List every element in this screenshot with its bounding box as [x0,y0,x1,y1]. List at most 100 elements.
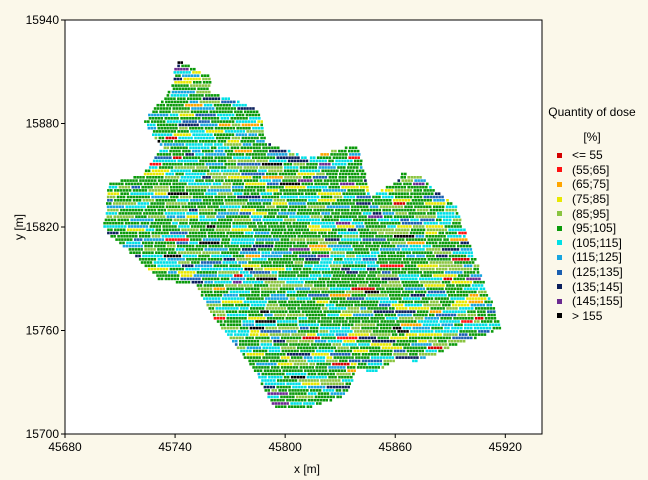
data-point [368,339,371,343]
data-point [413,267,416,271]
data-point [428,323,432,327]
data-point [410,274,414,277]
data-point [282,287,286,291]
data-point [226,317,230,320]
data-point [157,248,160,251]
data-point [353,218,356,222]
data-point [445,310,449,313]
data-point [298,267,302,271]
data-point [413,287,417,291]
data-point [325,389,329,392]
data-point [264,244,268,248]
data-point [397,248,401,251]
data-point [244,310,248,313]
data-point [321,297,324,300]
data-point [358,244,361,248]
data-point [426,336,430,340]
data-point [162,215,166,218]
data-point [278,405,281,408]
data-point [293,244,296,248]
data-point [453,277,457,281]
data-point [211,274,214,277]
data-point [293,326,296,330]
data-point [347,323,351,327]
data-point [282,294,286,297]
data-point [297,303,300,307]
data-point [384,303,388,307]
data-point [347,277,350,281]
data-point [244,248,248,251]
data-point [428,244,431,248]
data-point [424,251,427,254]
data-point [490,310,493,313]
data-point [325,208,328,212]
data-point [191,280,195,284]
data-point [393,346,397,350]
data-point [318,389,322,392]
data-point [316,382,320,386]
data-point [376,359,380,363]
data-point [414,297,418,300]
data-point [245,307,249,310]
data-point [171,205,175,209]
data-point [467,284,471,287]
data-point [423,221,427,225]
data-point [354,359,358,363]
data-point [291,300,294,304]
data-point [339,339,343,343]
data-point [341,287,345,291]
data-point [329,205,333,209]
data-point [361,313,365,317]
data-point [165,274,168,277]
data-point [202,218,205,222]
data-point [351,326,354,330]
data-point [345,264,349,268]
data-point [344,267,347,271]
data-point [159,267,163,271]
data-point [473,310,476,313]
data-point [386,221,389,225]
data-point [317,336,320,340]
data-point [342,320,345,323]
data-point [321,303,325,307]
data-point [410,300,413,304]
data-point [232,323,236,327]
data-point [432,287,435,291]
data-point [326,356,330,359]
data-point [268,277,271,281]
data-point [429,261,433,264]
data-point [362,254,365,258]
data-point [448,271,451,274]
data-point [232,258,235,261]
data-point [334,277,337,281]
data-point [295,366,299,369]
data-point [262,317,266,320]
data-point [405,290,408,294]
data-point [393,218,397,222]
data-point [134,231,138,235]
data-point [253,264,257,268]
data-point [272,303,276,307]
data-point [292,339,295,343]
data-point [147,264,151,268]
data-point [288,267,292,271]
data-point [443,235,446,238]
data-point [272,261,276,264]
data-point [373,307,376,310]
data-point [105,212,109,215]
data-point [350,323,354,327]
data-point [434,330,438,333]
data-point [397,313,401,317]
data-point [284,356,287,359]
data-point [282,320,286,323]
data-point [284,326,287,330]
data-point [385,205,389,209]
data-point [333,218,336,222]
data-point [179,215,183,218]
data-point [460,228,463,232]
data-point [211,228,215,232]
data-point [173,258,176,261]
data-point [239,343,242,346]
data-point [258,375,261,379]
data-point [428,231,432,235]
